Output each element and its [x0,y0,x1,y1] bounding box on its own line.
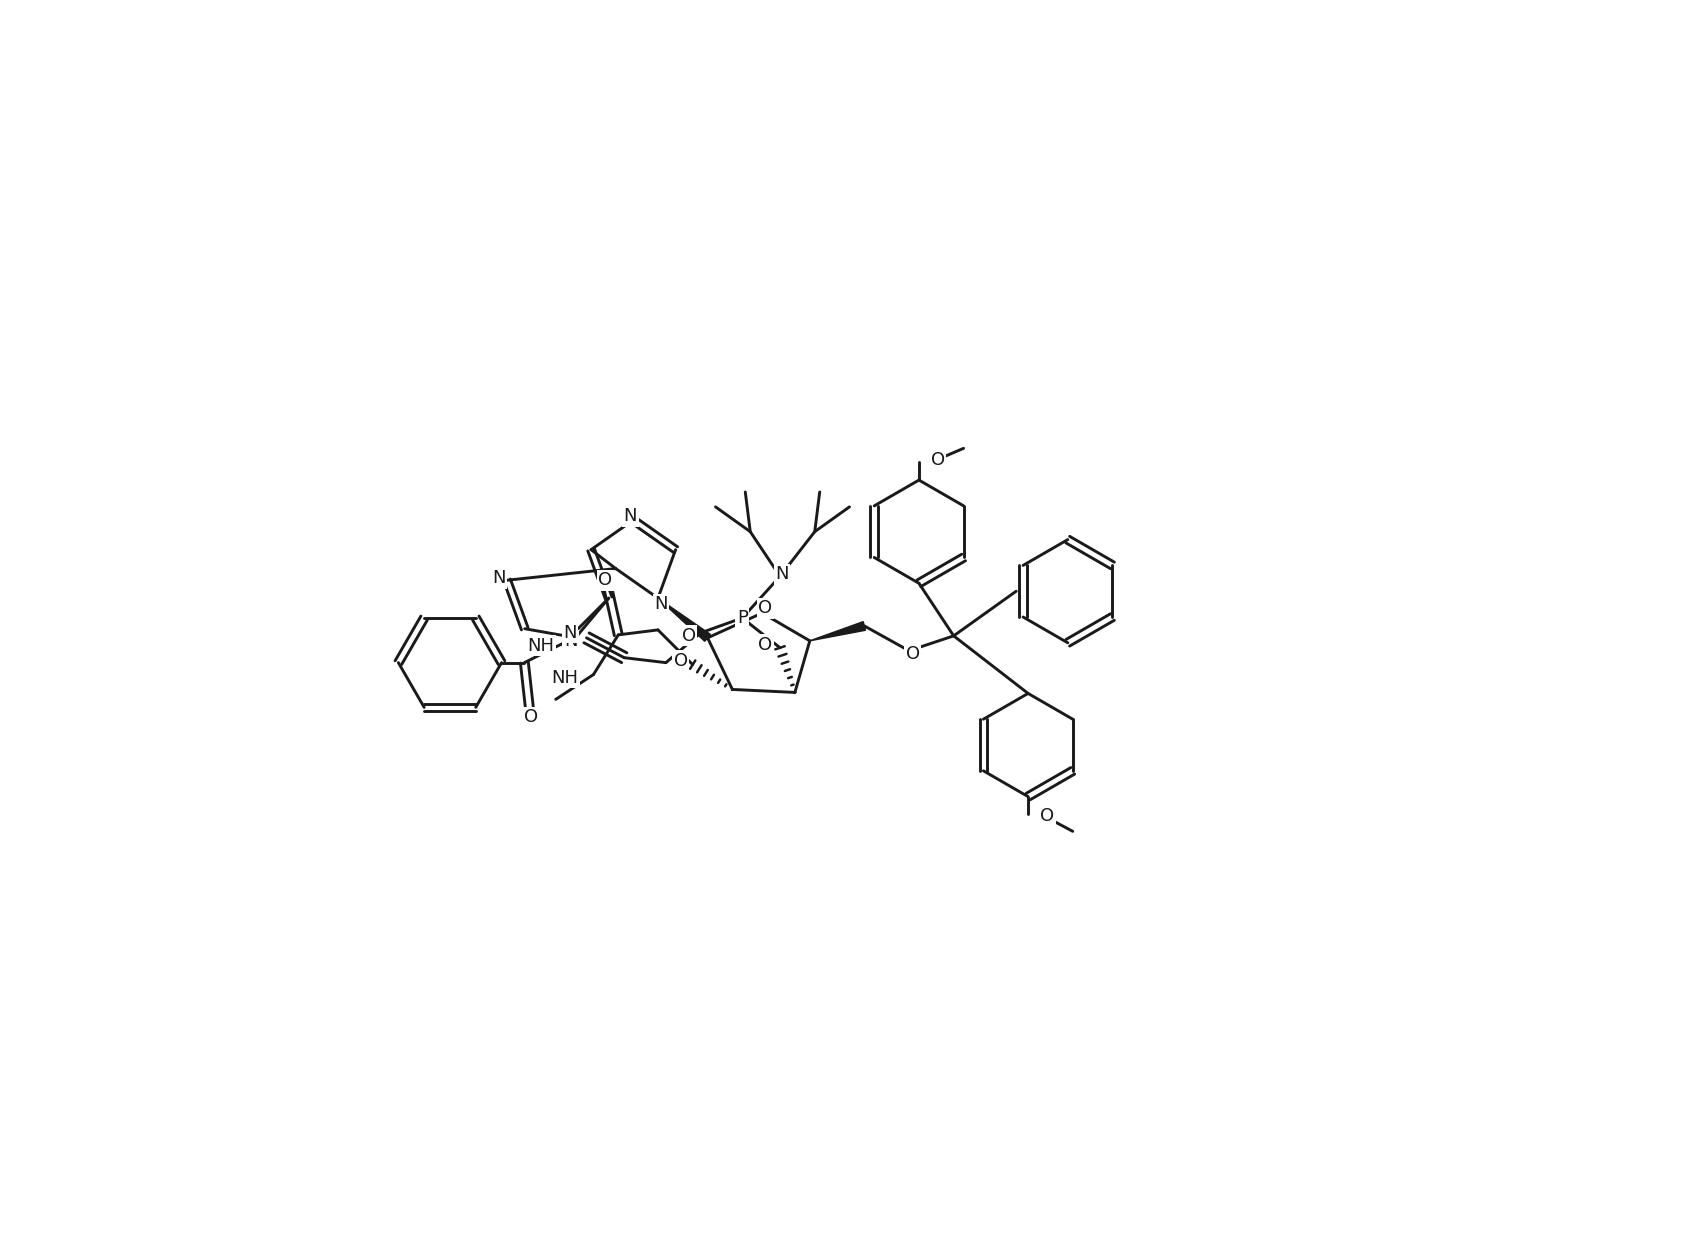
Text: O: O [598,571,613,590]
Text: O: O [758,635,772,654]
Text: P: P [736,609,748,627]
Text: O: O [931,451,945,470]
Text: N: N [564,632,577,650]
Text: O: O [758,599,772,617]
Text: N: N [653,595,667,613]
Text: N: N [493,570,506,587]
Text: N: N [623,507,637,525]
Polygon shape [809,622,865,640]
Text: NH: NH [527,637,554,655]
Polygon shape [659,598,711,641]
Text: O: O [1040,807,1055,826]
Text: N: N [775,565,789,583]
Text: O: O [906,645,919,662]
Text: O: O [525,708,538,727]
Text: NH: NH [552,669,579,686]
Text: N: N [564,624,577,641]
Text: O: O [674,651,687,670]
Text: O: O [682,627,696,645]
